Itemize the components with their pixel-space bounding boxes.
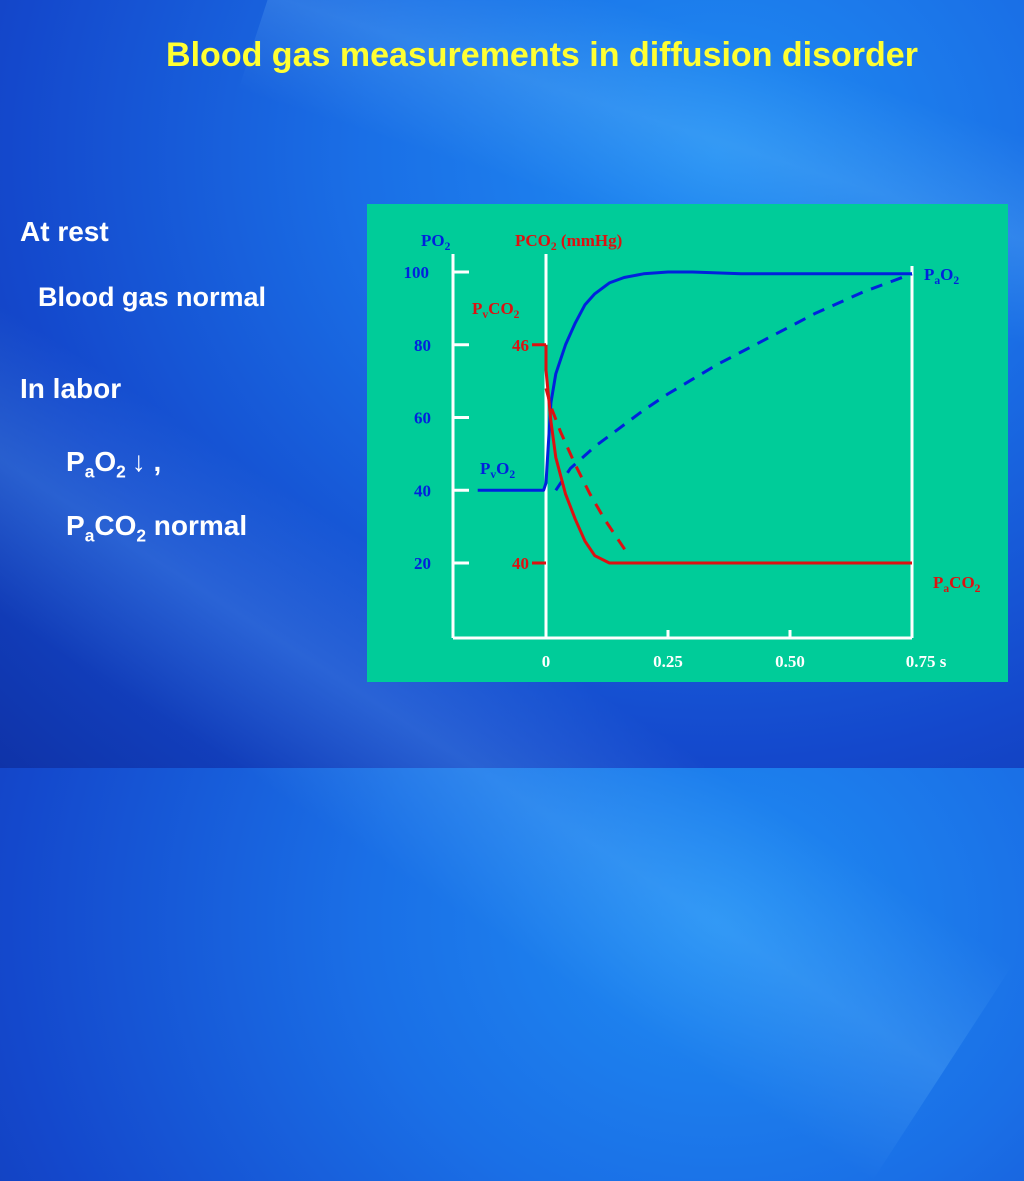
chart-panel: 20 40 60 80 100 0 0.25 0.50 0.75 s 46 40 PO2 PCO2 (m… bbox=[367, 204, 1008, 682]
paco2-p: P bbox=[66, 510, 85, 541]
paco2-normal-line: PaCO2 normal bbox=[66, 510, 247, 547]
pao2-p: P bbox=[66, 446, 85, 477]
series-line-3 bbox=[544, 388, 631, 557]
po2-tick-label: 60 bbox=[414, 409, 431, 428]
paco2-normal-word: normal bbox=[146, 510, 248, 541]
pao2-decreased-line: PaO2 ↓ , bbox=[66, 446, 161, 483]
paco2-sub-2: 2 bbox=[136, 525, 146, 546]
co2-tick-label: 40 bbox=[512, 554, 529, 573]
blood-gas-normal-text: Blood gas normal bbox=[38, 282, 267, 312]
x-tick-label: 0 bbox=[542, 652, 551, 671]
x-tick-label: 0.25 bbox=[653, 652, 683, 671]
in-labor-heading: In labor bbox=[20, 373, 122, 404]
pao2-comma: , bbox=[145, 446, 162, 477]
pvco2-label: PvCO2 bbox=[472, 299, 520, 321]
po2-tick-label: 100 bbox=[404, 263, 430, 282]
po2-tick-label: 80 bbox=[414, 336, 431, 355]
paco2-sub-a: a bbox=[84, 525, 95, 546]
series-line-2 bbox=[544, 344, 912, 565]
po2-axis-title: PO2 bbox=[421, 231, 451, 253]
pao2-sub-2: 2 bbox=[116, 461, 126, 482]
pvo2-label: PvO2 bbox=[480, 459, 515, 481]
at-rest-heading: At rest bbox=[20, 216, 109, 247]
pao2-o: O bbox=[94, 446, 117, 477]
po2-tick-label: 40 bbox=[414, 481, 431, 500]
co2-tick-label: 46 bbox=[512, 336, 529, 355]
x-tick-label: 0.75 s bbox=[906, 652, 947, 671]
pco2-axis-title: PCO2 (mmHg) bbox=[515, 231, 622, 253]
pao2-label: PaO2 bbox=[924, 265, 959, 287]
paco2-label: PaCO2 bbox=[933, 573, 981, 595]
series-line-0 bbox=[477, 270, 912, 492]
paco2-co: CO bbox=[94, 510, 137, 541]
series-line-1 bbox=[554, 272, 913, 492]
x-tick-label: 0.50 bbox=[775, 652, 805, 671]
pao2-sub-a: a bbox=[84, 461, 95, 482]
po2-tick-label: 20 bbox=[414, 554, 431, 573]
down-arrow-icon: ↓ bbox=[131, 446, 146, 477]
blood-gas-chart: 20 40 60 80 100 0 0.25 0.50 0.75 s 46 40 PO2 PCO2 (m… bbox=[404, 231, 981, 671]
slide-title: Blood gas measurements in diffusion diso… bbox=[166, 36, 918, 74]
